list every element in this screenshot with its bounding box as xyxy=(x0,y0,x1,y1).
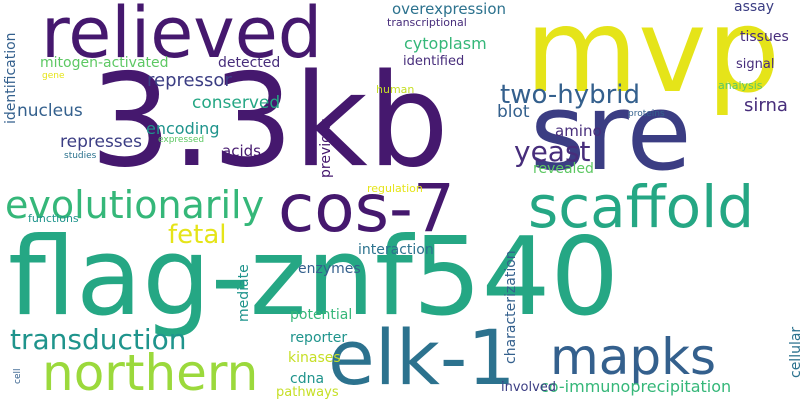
word-functions: functions xyxy=(28,212,79,225)
word-3-3kb: 3.3kb xyxy=(90,47,449,196)
word-represses: represses xyxy=(60,132,142,152)
word-yeast: yeast xyxy=(514,135,591,168)
word-detected: detected xyxy=(218,55,281,71)
word-revealed: revealed xyxy=(533,161,594,177)
word-cellular: cellular xyxy=(788,326,804,378)
word-scaffold: scaffold xyxy=(528,173,755,241)
word-sre: sre xyxy=(530,71,692,194)
word-potential: potential xyxy=(290,307,353,323)
word-gene: gene xyxy=(42,71,65,81)
word-conserved: conserved xyxy=(192,93,281,113)
word-two-hybrid: two-hybrid xyxy=(500,80,641,110)
word-signal: signal xyxy=(736,57,775,72)
word-encoding: encoding xyxy=(146,119,220,138)
word-involved: involved xyxy=(501,380,557,395)
word-identification: identification xyxy=(3,32,19,124)
word-reporter: reporter xyxy=(290,330,348,346)
word-northern: northern xyxy=(42,344,259,402)
word-proteins: proteins xyxy=(628,109,665,119)
word-kinases: kinases xyxy=(288,350,341,366)
word-analysis: analysis xyxy=(718,79,763,92)
word-evolutionarily: evolutionarily xyxy=(5,183,265,227)
word-transduction: transduction xyxy=(10,323,187,356)
word-expressed: expressed xyxy=(158,135,205,145)
word-human: human xyxy=(376,83,415,96)
word-identified: identified xyxy=(403,54,465,69)
word-interaction: interaction xyxy=(358,242,434,258)
word-repressor: repressor xyxy=(147,70,232,91)
word-pathways: pathways xyxy=(276,385,339,400)
word-acids: acids xyxy=(222,142,261,160)
word-studies: studies xyxy=(64,151,97,161)
word-sirna: sirna xyxy=(744,95,788,116)
word-characterization: characterization xyxy=(503,250,519,364)
word-elk-1: elk-1 xyxy=(328,313,516,402)
word-co-immunoprecipitation: co-immunoprecipitation xyxy=(540,377,732,396)
word-regulation: regulation xyxy=(367,182,423,195)
word-mvp: mvp xyxy=(525,0,781,119)
word-flag-znf540: flag-znf540 xyxy=(8,215,620,340)
word-cos-7: cos-7 xyxy=(278,170,455,247)
word-mitogen-activated: mitogen-activated xyxy=(40,55,169,71)
word-mediate: mediate xyxy=(236,264,252,322)
word-nucleus: nucleus xyxy=(17,101,83,121)
word-cdna: cdna xyxy=(290,371,325,387)
word-overexpression: overexpression xyxy=(392,0,507,18)
word-fetal: fetal xyxy=(168,220,227,250)
word-enzymes: enzymes xyxy=(298,261,361,277)
word-assay: assay xyxy=(734,0,775,15)
word-amino: amino xyxy=(555,122,602,140)
word-blot: blot xyxy=(497,102,530,122)
word-relieved: relieved xyxy=(41,0,323,74)
word-cytoplasm: cytoplasm xyxy=(404,34,487,53)
word-tissues: tissues xyxy=(740,29,789,45)
word-transcriptional: transcriptional xyxy=(387,16,467,29)
word-previous: previous xyxy=(318,118,334,178)
word-mapks: mapks xyxy=(550,328,717,386)
word-cell: cell xyxy=(13,368,23,385)
